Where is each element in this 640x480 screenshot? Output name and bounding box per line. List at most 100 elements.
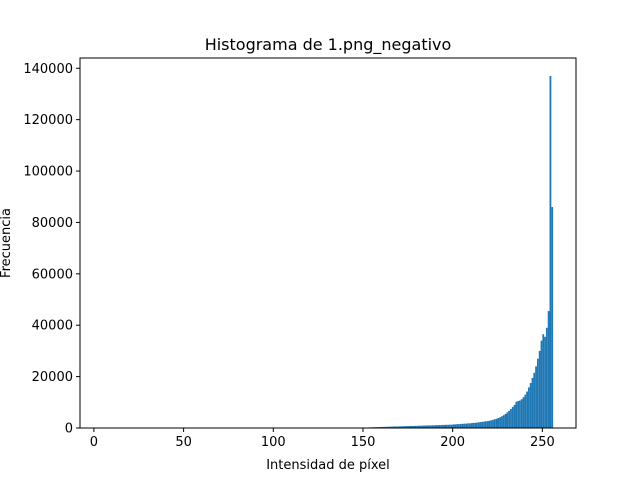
histogram-bar — [467, 423, 469, 429]
histogram-bar — [502, 415, 505, 428]
x-tick-label: 150 — [351, 435, 376, 450]
histogram-bar — [475, 422, 478, 428]
histogram-bar — [545, 327, 548, 428]
histogram-bar — [481, 421, 484, 428]
histogram-bar — [510, 408, 512, 428]
histogram-bar — [456, 424, 459, 428]
histogram-bar — [484, 421, 487, 428]
histogram-bar — [432, 425, 435, 428]
histogram-bar — [501, 416, 503, 428]
histogram-bar — [406, 426, 408, 428]
histogram-bar — [497, 417, 500, 428]
histogram-bar — [413, 425, 415, 428]
y-axis-ticks: 0 20000 40000 60000 80000 100000 120000 140000 — [23, 62, 80, 437]
x-tick-label: 100 — [261, 435, 286, 450]
histogram-bar — [520, 399, 523, 428]
histogram-bar — [544, 336, 546, 428]
histogram-bar — [540, 340, 543, 428]
y-tick-label: 120000 — [23, 113, 73, 128]
histogram-bar — [458, 424, 460, 428]
histogram-bar — [490, 420, 493, 428]
histogram-bar — [493, 419, 496, 428]
histogram-bar — [391, 426, 394, 428]
histogram-bar — [459, 423, 462, 428]
histogram-bar — [416, 425, 419, 428]
y-tick-label: 20000 — [32, 370, 73, 385]
histogram-bar — [486, 421, 489, 428]
histogram-bar — [423, 425, 426, 428]
histogram-bar — [463, 423, 466, 428]
histogram-bar — [515, 401, 518, 428]
histogram-bar — [465, 423, 468, 428]
histogram-bar — [519, 400, 521, 428]
histogram-bar — [397, 426, 399, 428]
histogram-bar — [395, 426, 398, 428]
histogram-bar — [449, 424, 451, 428]
histogram-bar — [450, 424, 453, 428]
histogram-bar — [535, 366, 537, 428]
histogram-bar — [438, 425, 441, 428]
histogram-bar — [499, 417, 502, 428]
histogram-bar — [389, 426, 392, 428]
y-tick-label: 100000 — [23, 165, 73, 180]
histogram-bar — [528, 387, 530, 428]
histogram-bar — [418, 425, 421, 428]
histogram-bar — [452, 424, 455, 428]
histogram-bar — [538, 350, 541, 428]
histogram-bar — [533, 372, 536, 428]
histogram-bar — [411, 425, 414, 428]
histogram-bar — [434, 425, 437, 428]
histogram-bar — [398, 426, 401, 428]
histogram-bar — [531, 377, 534, 428]
histogram-bar — [495, 418, 498, 428]
histogram-bar — [382, 426, 385, 428]
histogram-bar — [429, 425, 432, 428]
chart-title: Histograma de 1.png_negativo — [205, 35, 452, 55]
histogram-bar — [436, 425, 439, 428]
histogram-bar — [472, 422, 475, 428]
y-tick-label: 140000 — [23, 62, 73, 77]
histogram-bar — [380, 426, 383, 428]
y-tick-label: 80000 — [32, 216, 73, 231]
histogram-bar — [427, 425, 430, 428]
histogram-bar — [461, 423, 464, 428]
histogram-bar — [513, 404, 516, 429]
histogram-bar — [470, 423, 473, 428]
histogram-bar — [511, 406, 514, 428]
histogram-bar — [402, 426, 405, 428]
histogram-bar — [409, 425, 412, 428]
histogram-bar — [407, 426, 410, 428]
histogram-bar — [474, 422, 476, 428]
x-axis-ticks: 0 50 100 150 200 250 — [90, 428, 555, 450]
histogram-bar — [549, 75, 552, 429]
histogram-bar — [517, 401, 520, 428]
histogram-bar — [504, 413, 507, 428]
histogram-bar — [506, 412, 509, 428]
histogram-bar — [386, 426, 389, 428]
histogram-bar — [477, 422, 480, 428]
histogram-bar — [393, 426, 396, 428]
histogram-bar — [388, 426, 390, 428]
y-tick-label: 0 — [65, 422, 73, 437]
x-tick-label: 250 — [530, 435, 555, 450]
y-tick-label: 60000 — [32, 267, 73, 282]
x-tick-label: 200 — [440, 435, 465, 450]
plot-frame — [79, 57, 577, 429]
histogram-bar — [542, 334, 545, 428]
histogram-bar — [526, 391, 529, 428]
histogram-bar — [488, 420, 491, 428]
y-axis-label: Frecuencia — [0, 208, 14, 278]
histogram-bar — [454, 424, 457, 428]
x-tick-label: 0 — [90, 435, 98, 450]
histogram-bar — [551, 207, 554, 428]
histogram-bar — [468, 423, 471, 429]
histogram-bar — [524, 394, 527, 428]
histogram-bar — [400, 426, 403, 428]
histogram-bar — [492, 419, 494, 428]
histogram-bar — [443, 424, 446, 428]
histogram-bars — [362, 75, 554, 429]
histogram-bar — [447, 424, 450, 428]
histogram-bar — [529, 383, 532, 428]
histogram-bar — [536, 358, 539, 429]
